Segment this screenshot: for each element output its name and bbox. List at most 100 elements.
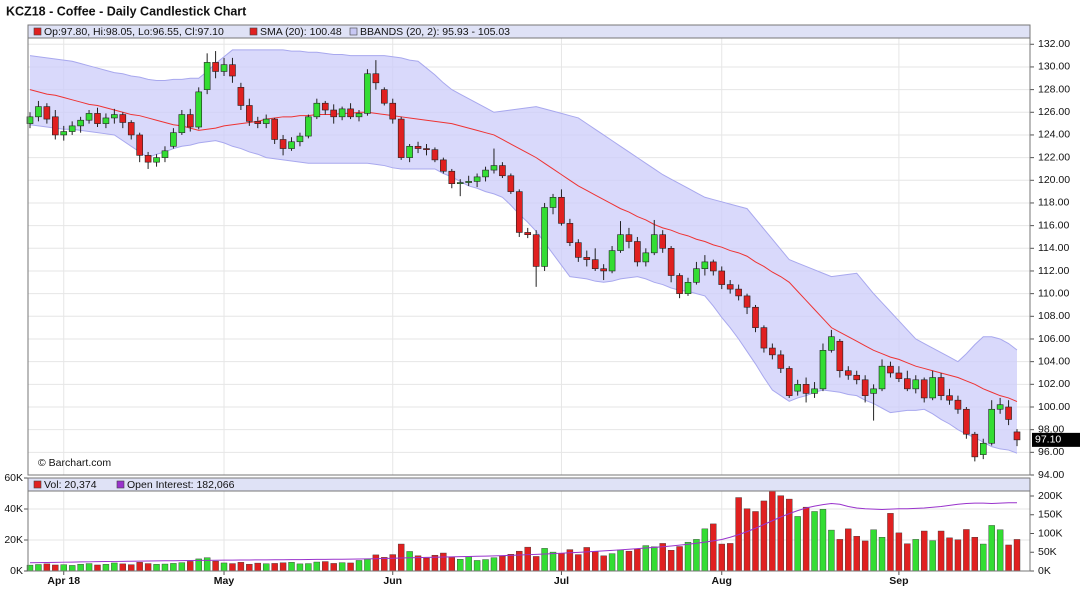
y-tick-label: 128.00 — [1038, 83, 1070, 95]
volume-bar — [583, 547, 590, 572]
candle-body — [1013, 431, 1021, 441]
volume-bar — [592, 551, 599, 572]
y-tick-label: 120.00 — [1038, 174, 1070, 186]
candle-body — [541, 207, 548, 267]
volume-bar — [861, 540, 869, 572]
volume-bar — [532, 556, 540, 572]
x-tick-label: Jul — [554, 575, 569, 587]
y-tick-label: 100.00 — [1038, 401, 1070, 413]
candle-body — [448, 170, 456, 184]
candle-body — [642, 252, 650, 263]
candle-body — [659, 234, 666, 249]
candle-body — [406, 145, 413, 158]
candle-body — [870, 388, 877, 394]
y-tick-label: 132.00 — [1038, 38, 1070, 50]
candle-body — [920, 379, 928, 399]
volume-bar — [870, 529, 877, 572]
volume-bar — [381, 557, 388, 572]
volume-bar — [128, 564, 135, 572]
volume-bar — [423, 557, 430, 572]
candle-body — [802, 384, 810, 394]
candle-body — [161, 150, 169, 158]
candle-body — [769, 347, 776, 356]
volume-bar — [954, 539, 962, 572]
candle-body — [1005, 406, 1012, 420]
volume-bar — [693, 539, 700, 572]
y-tick-label: 110.00 — [1038, 287, 1069, 299]
volume-bar — [878, 537, 886, 572]
candle-body — [85, 113, 93, 121]
candle-body — [473, 176, 481, 182]
candle-body — [912, 379, 920, 390]
candle-body — [861, 379, 869, 396]
legend-swatch — [33, 480, 42, 489]
candle-body — [600, 268, 607, 272]
volume-bar — [263, 563, 270, 572]
y2-tick-label: 150K — [1038, 509, 1063, 521]
volume-bar — [726, 543, 734, 572]
candle-body — [549, 196, 557, 208]
candle-body — [785, 368, 793, 396]
candle-body — [271, 118, 278, 140]
y-tick-label: 40K — [4, 503, 23, 515]
volume-bar — [718, 543, 725, 572]
candle-body — [94, 113, 101, 124]
candle-body — [178, 114, 186, 133]
candle-body — [338, 108, 346, 118]
candle-body — [296, 135, 304, 143]
candle-body — [237, 87, 245, 106]
candle-body — [929, 377, 936, 399]
candle-body — [625, 234, 633, 242]
candle-body — [524, 232, 532, 235]
candle-body — [456, 182, 464, 184]
volume-bar — [651, 546, 658, 572]
candle-body — [372, 73, 380, 84]
volume-bar — [802, 506, 810, 572]
volume-bar — [465, 556, 472, 572]
volume-bar — [608, 553, 616, 572]
candle-body — [676, 275, 683, 294]
volume-bar — [288, 562, 295, 572]
candle-body — [136, 134, 143, 156]
y-tick-label: 118.00 — [1038, 197, 1069, 209]
volume-bar — [642, 545, 650, 572]
volume-bar — [701, 528, 709, 572]
x-tick-label: May — [214, 575, 235, 587]
bband-lower — [29, 124, 1018, 454]
volume-bar — [136, 562, 143, 572]
candle-body — [971, 433, 979, 458]
candle-body — [321, 102, 329, 111]
volume-bar — [507, 554, 515, 572]
candle-body — [212, 62, 219, 72]
x-tick-label: Aug — [712, 575, 732, 587]
candle-body — [381, 89, 388, 104]
candle-body — [127, 122, 135, 136]
candle-body — [575, 242, 582, 258]
volume-bar — [330, 563, 337, 572]
candle-body — [186, 114, 194, 128]
candle-body — [591, 259, 599, 270]
volume-bar — [895, 532, 903, 572]
watermark: © Barchart.com — [38, 457, 111, 469]
volume-bar — [760, 500, 768, 572]
legend-label: BBANDS (20, 2): 95.93 - 105.03 — [360, 26, 510, 38]
candle-body — [482, 169, 489, 178]
candle-body — [414, 145, 422, 149]
candle-body — [979, 442, 987, 455]
volume-bar — [811, 511, 818, 572]
volume-bar — [684, 541, 692, 572]
candle-body — [355, 113, 363, 118]
y-tick-label: 122.00 — [1038, 151, 1070, 163]
volume-bar — [887, 513, 894, 572]
volume-bar — [237, 562, 245, 572]
volume-bar — [440, 552, 447, 572]
sma-line — [29, 89, 1018, 403]
y-tick-label: 112.00 — [1038, 265, 1069, 277]
volume-bar — [322, 561, 329, 572]
volume-bar — [937, 530, 945, 572]
y2-tick-label: 0K — [1038, 565, 1051, 577]
candle-body — [617, 234, 624, 251]
volume-bar — [794, 516, 801, 572]
volume-bar — [355, 560, 363, 572]
